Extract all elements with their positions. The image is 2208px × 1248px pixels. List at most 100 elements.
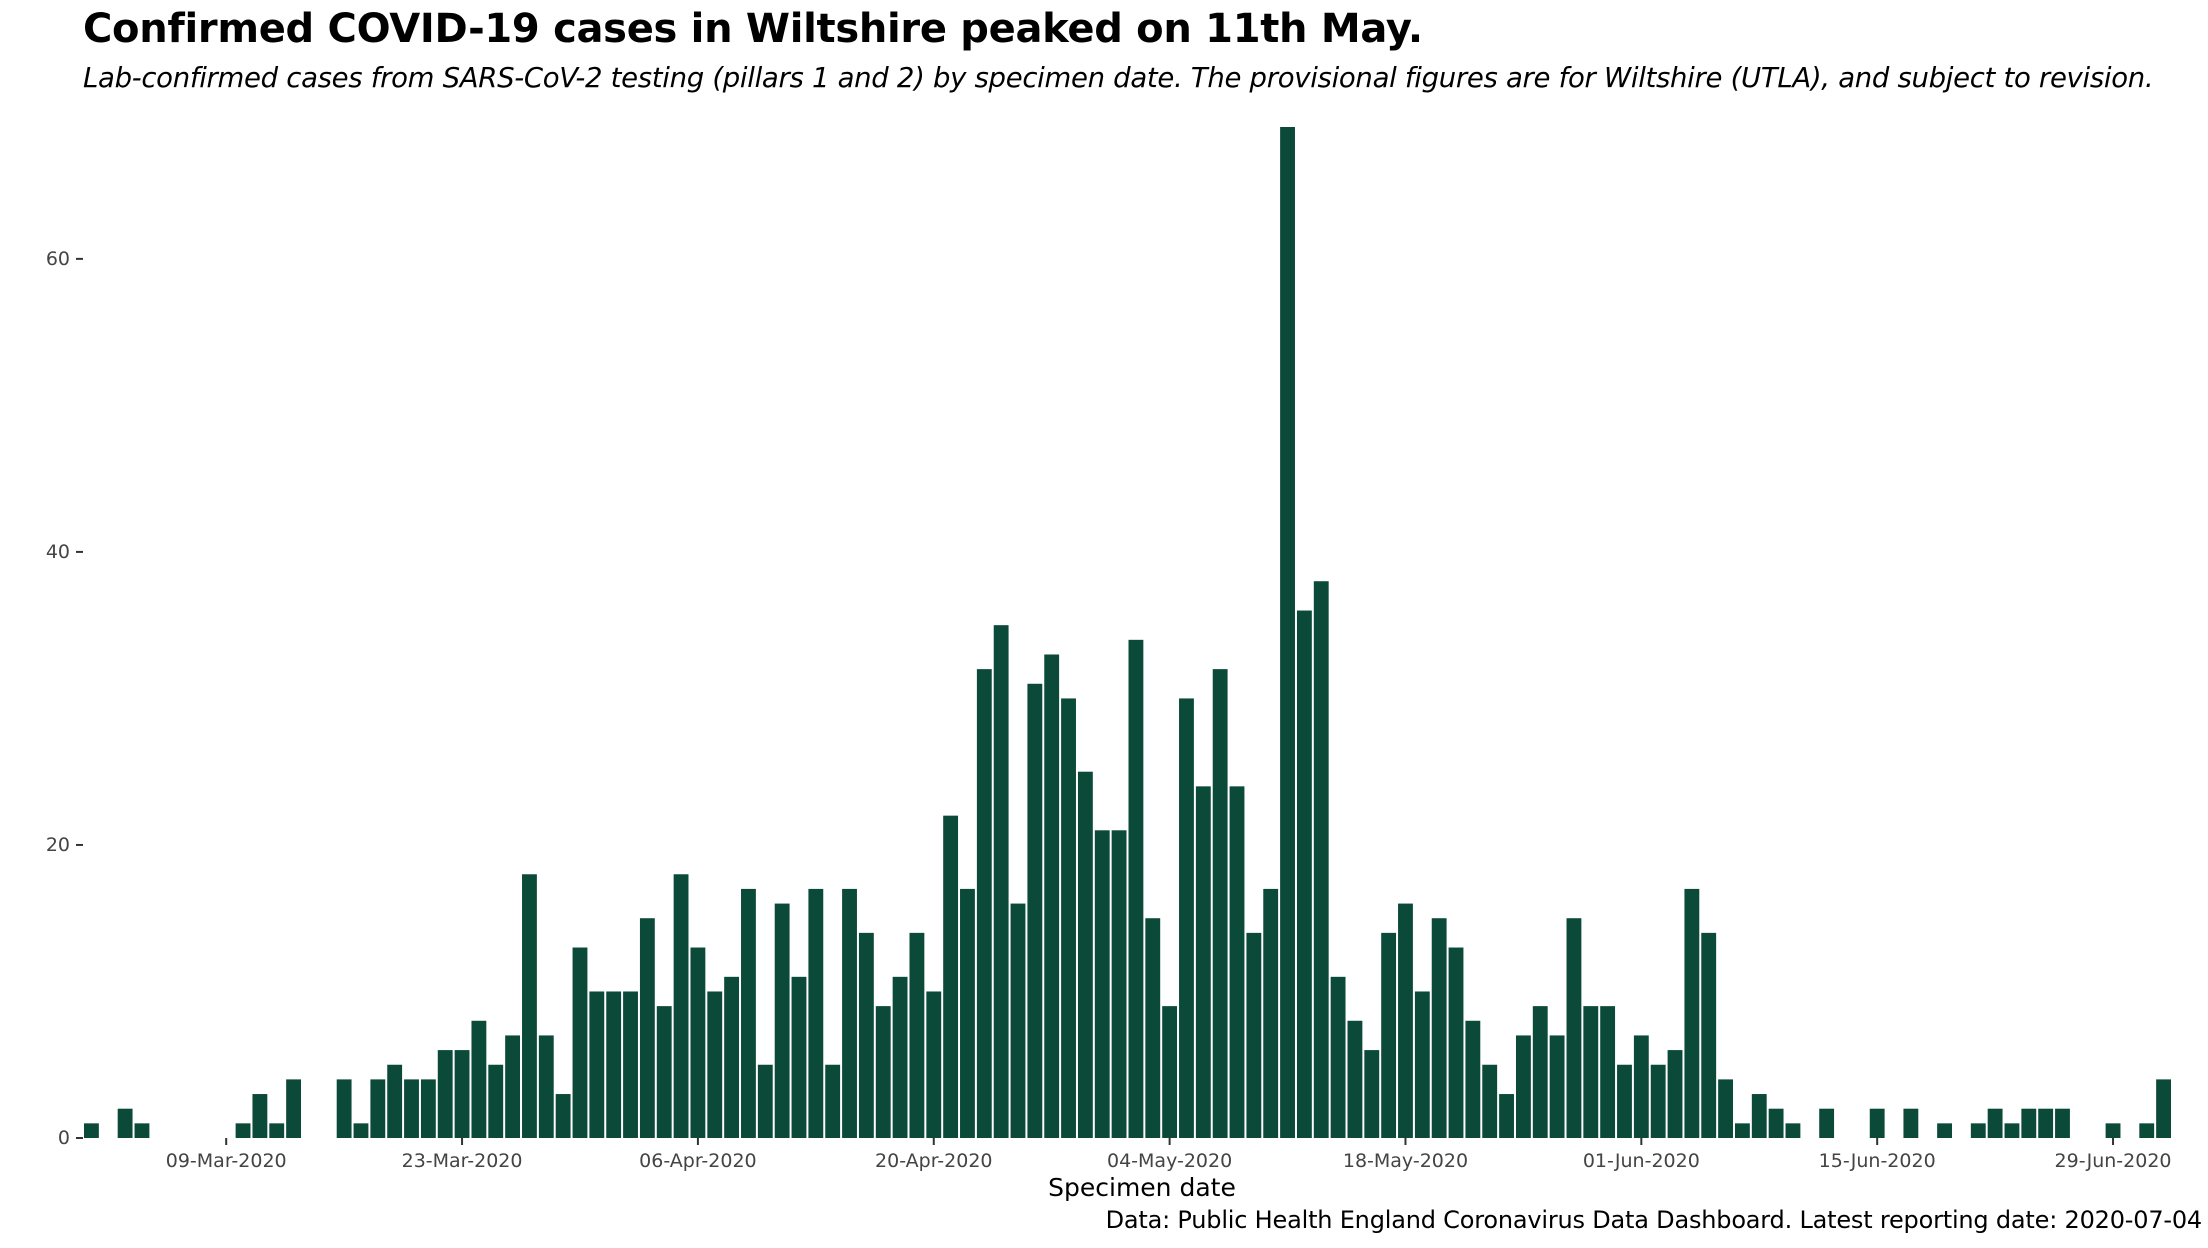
bar-day-124 <box>2156 1079 2171 1138</box>
bar-day-74 <box>1313 581 1329 1138</box>
bar-day-72 <box>1280 127 1295 1138</box>
bar-day-48 <box>875 1006 891 1138</box>
bar-day-84 <box>1482 1064 1498 1138</box>
bar-day-36 <box>673 874 689 1138</box>
y-tick-label: 20 <box>46 834 70 856</box>
bar-day-64 <box>1145 918 1161 1138</box>
bar-day-39 <box>724 976 740 1138</box>
bar-day-66 <box>1179 698 1194 1138</box>
bar-day-1 <box>84 1123 99 1138</box>
x-tick-label: 18-May-2020 <box>1343 1150 1468 1172</box>
y-tick-label: 60 <box>46 248 70 270</box>
bar-day-33 <box>623 991 638 1138</box>
bar-day-78 <box>1381 932 1397 1138</box>
bar-day-76 <box>1347 1020 1363 1138</box>
bar-day-38 <box>707 991 723 1138</box>
bar-day-4 <box>134 1123 150 1138</box>
bar-day-109 <box>1903 1108 1919 1138</box>
bar-day-20 <box>404 1079 419 1138</box>
bar-day-111 <box>1937 1123 1952 1138</box>
bar-day-29 <box>555 1094 571 1138</box>
bar-day-52 <box>943 815 959 1138</box>
bar-day-32 <box>606 991 622 1138</box>
bar-day-54 <box>976 669 992 1138</box>
bar-day-21 <box>420 1079 436 1138</box>
bar-day-75 <box>1330 976 1346 1138</box>
x-tick-label: 09-Mar-2020 <box>166 1150 287 1172</box>
bar-day-89 <box>1566 918 1582 1138</box>
bar-day-69 <box>1229 786 1245 1138</box>
bar-day-31 <box>589 991 605 1138</box>
x-tick-label: 23-Mar-2020 <box>402 1150 523 1172</box>
bar-day-24 <box>471 1020 487 1138</box>
bar-day-118 <box>2055 1108 2070 1138</box>
bar-day-11 <box>252 1094 268 1138</box>
x-tick-label: 04-May-2020 <box>1107 1150 1232 1172</box>
x-tick-label: 06-Apr-2020 <box>639 1150 756 1172</box>
bar-day-22 <box>437 1050 453 1138</box>
bar-day-60 <box>1077 771 1093 1138</box>
data-source-caption: Data: Public Health England Coronavirus … <box>1105 1206 2203 1234</box>
bar-day-43 <box>791 976 807 1138</box>
x-tick-label: 29-Jun-2020 <box>2055 1150 2172 1172</box>
bar-day-82 <box>1448 947 1464 1138</box>
bar-day-96 <box>1684 888 1700 1138</box>
bar-day-65 <box>1162 1006 1178 1138</box>
bar-day-91 <box>1600 1006 1616 1138</box>
bar-day-101 <box>1768 1108 1784 1138</box>
bar-day-13 <box>286 1079 302 1138</box>
x-tick-label: 01-Jun-2020 <box>1583 1150 1700 1172</box>
bar-day-63 <box>1128 639 1144 1138</box>
chart-subtitle: Lab-confirmed cases from SARS-CoV-2 test… <box>83 62 2154 94</box>
bar-day-27 <box>522 874 537 1138</box>
bar-day-46 <box>842 888 857 1138</box>
bar-day-80 <box>1414 991 1430 1138</box>
bar-day-28 <box>538 1035 554 1138</box>
x-tick-label: 20-Apr-2020 <box>875 1150 992 1172</box>
bar-day-57 <box>1027 683 1043 1138</box>
bar-day-45 <box>825 1064 841 1138</box>
bar-day-10 <box>235 1123 251 1138</box>
bar-day-62 <box>1111 830 1127 1138</box>
bar-day-107 <box>1869 1108 1885 1138</box>
bar-day-42 <box>774 903 790 1138</box>
bar-day-104 <box>1819 1108 1835 1138</box>
bar-day-116 <box>2021 1108 2037 1138</box>
bar-day-40 <box>741 888 756 1138</box>
bar-day-47 <box>858 932 874 1138</box>
bar-day-113 <box>1970 1123 1986 1138</box>
bar-day-51 <box>926 991 942 1138</box>
bar-day-18 <box>370 1079 386 1138</box>
bar-day-37 <box>690 947 706 1138</box>
bar-day-35 <box>656 1006 672 1138</box>
bar-day-56 <box>1010 903 1026 1138</box>
bar-day-53 <box>960 888 975 1138</box>
bar-day-93 <box>1633 1035 1649 1138</box>
bar-day-83 <box>1465 1020 1481 1138</box>
x-axis-title: Specimen date <box>1048 1173 1236 1202</box>
bar-day-77 <box>1364 1050 1380 1138</box>
bar-day-99 <box>1734 1123 1750 1138</box>
bar-day-115 <box>2004 1123 2020 1138</box>
bar-day-81 <box>1431 918 1447 1138</box>
bar-day-49 <box>892 976 908 1138</box>
bar-day-73 <box>1296 610 1312 1138</box>
bar-day-123 <box>2139 1123 2155 1138</box>
bar-day-19 <box>387 1064 403 1138</box>
bar-day-16 <box>336 1079 352 1138</box>
bar-day-97 <box>1701 932 1717 1138</box>
bar-day-71 <box>1263 888 1279 1138</box>
bar-day-87 <box>1532 1006 1548 1138</box>
bar-day-92 <box>1617 1064 1632 1138</box>
bar-day-30 <box>572 947 588 1138</box>
y-tick-label: 40 <box>46 541 70 563</box>
bar-day-79 <box>1398 903 1413 1138</box>
bar-day-86 <box>1515 1035 1531 1138</box>
bar-day-68 <box>1212 669 1228 1138</box>
y-tick-label: 0 <box>58 1127 70 1149</box>
bar-day-121 <box>2105 1123 2121 1138</box>
bar-day-85 <box>1499 1094 1514 1138</box>
bar-day-61 <box>1094 830 1110 1138</box>
bar-day-67 <box>1195 786 1211 1138</box>
